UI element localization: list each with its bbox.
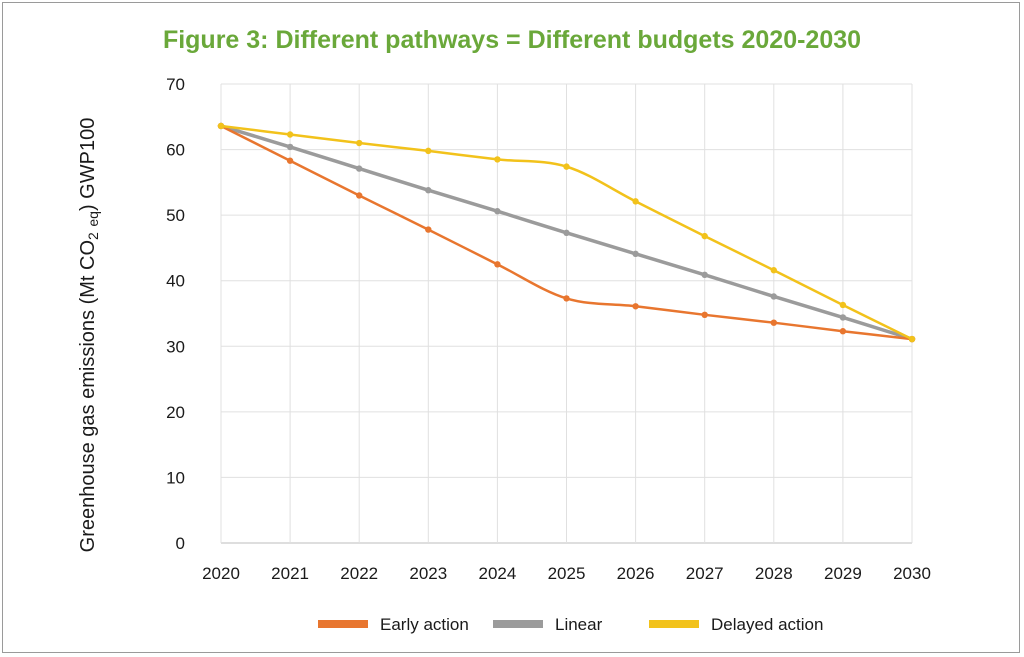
data-point-delayed-action bbox=[356, 139, 363, 147]
data-point-early-action bbox=[563, 295, 570, 302]
data-point-early-action bbox=[356, 192, 363, 199]
data-point-linear bbox=[563, 229, 570, 237]
data-point-linear bbox=[356, 165, 363, 172]
data-point-linear bbox=[425, 187, 432, 194]
x-tick-label: 2030 bbox=[893, 564, 931, 583]
data-point-linear bbox=[839, 314, 847, 321]
grid-lines bbox=[220, 83, 913, 544]
data-point-linear bbox=[770, 293, 777, 300]
chart-title: Figure 3: Different pathways = Different… bbox=[162, 26, 862, 54]
data-point-early-action bbox=[494, 261, 501, 268]
x-tick-label: 2027 bbox=[686, 564, 724, 583]
y-tick-label: 50 bbox=[166, 206, 185, 225]
data-point-delayed-action bbox=[839, 301, 847, 309]
data-point-delayed-action bbox=[563, 163, 570, 170]
legend-swatch-delayed-action bbox=[649, 620, 699, 628]
data-point-delayed-action bbox=[286, 131, 294, 138]
y-tick-label: 60 bbox=[166, 141, 185, 160]
data-point-early-action bbox=[632, 303, 639, 310]
legend-swatch-early-action bbox=[318, 620, 368, 628]
data-point-delayed-action bbox=[770, 267, 777, 274]
data-point-linear bbox=[632, 250, 639, 258]
x-tick-label: 2024 bbox=[478, 564, 516, 583]
data-series bbox=[217, 122, 916, 343]
y-tick-label: 0 bbox=[176, 534, 185, 553]
x-tick-labels: 2020 2021 2022 2023 2024 2025 2026 2027 2028 2029… bbox=[202, 564, 931, 583]
x-tick-label: 2029 bbox=[824, 564, 862, 583]
data-point-delayed-action bbox=[908, 335, 916, 343]
y-tick-label: 70 bbox=[166, 75, 185, 94]
legend: Early action Linear Delayed action bbox=[318, 615, 823, 634]
data-point-delayed-action bbox=[632, 198, 639, 205]
x-tick-label: 2022 bbox=[340, 564, 378, 583]
x-tick-label: 2025 bbox=[548, 564, 586, 583]
data-point-early-action bbox=[701, 311, 708, 319]
x-tick-label: 2026 bbox=[617, 564, 655, 583]
x-tick-label: 2021 bbox=[271, 564, 309, 583]
legend-label-early-action: Early action bbox=[380, 615, 469, 634]
x-tick-label: 2023 bbox=[409, 564, 447, 583]
data-point-linear bbox=[701, 271, 708, 279]
data-point-early-action bbox=[425, 226, 432, 233]
y-tick-label: 30 bbox=[166, 337, 185, 356]
data-point-early-action bbox=[286, 157, 294, 164]
x-tick-label: 2020 bbox=[202, 564, 240, 583]
data-point-linear bbox=[494, 208, 501, 215]
data-point-delayed-action bbox=[217, 122, 225, 130]
data-point-delayed-action bbox=[494, 156, 501, 163]
y-tick-label: 20 bbox=[166, 403, 185, 422]
legend-label-delayed-action: Delayed action bbox=[711, 615, 823, 634]
data-point-early-action bbox=[839, 328, 847, 335]
y-tick-label: 40 bbox=[166, 272, 185, 291]
y-tick-label: 10 bbox=[166, 468, 185, 487]
x-tick-label: 2028 bbox=[755, 564, 793, 583]
data-point-delayed-action bbox=[701, 232, 708, 240]
data-point-early-action bbox=[770, 319, 777, 326]
legend-swatch-linear bbox=[493, 620, 543, 628]
data-point-linear bbox=[286, 143, 294, 151]
legend-label-linear: Linear bbox=[555, 615, 603, 634]
y-tick-labels: 0 10 20 30 40 50 60 70 bbox=[166, 75, 185, 553]
data-point-delayed-action bbox=[425, 147, 432, 155]
